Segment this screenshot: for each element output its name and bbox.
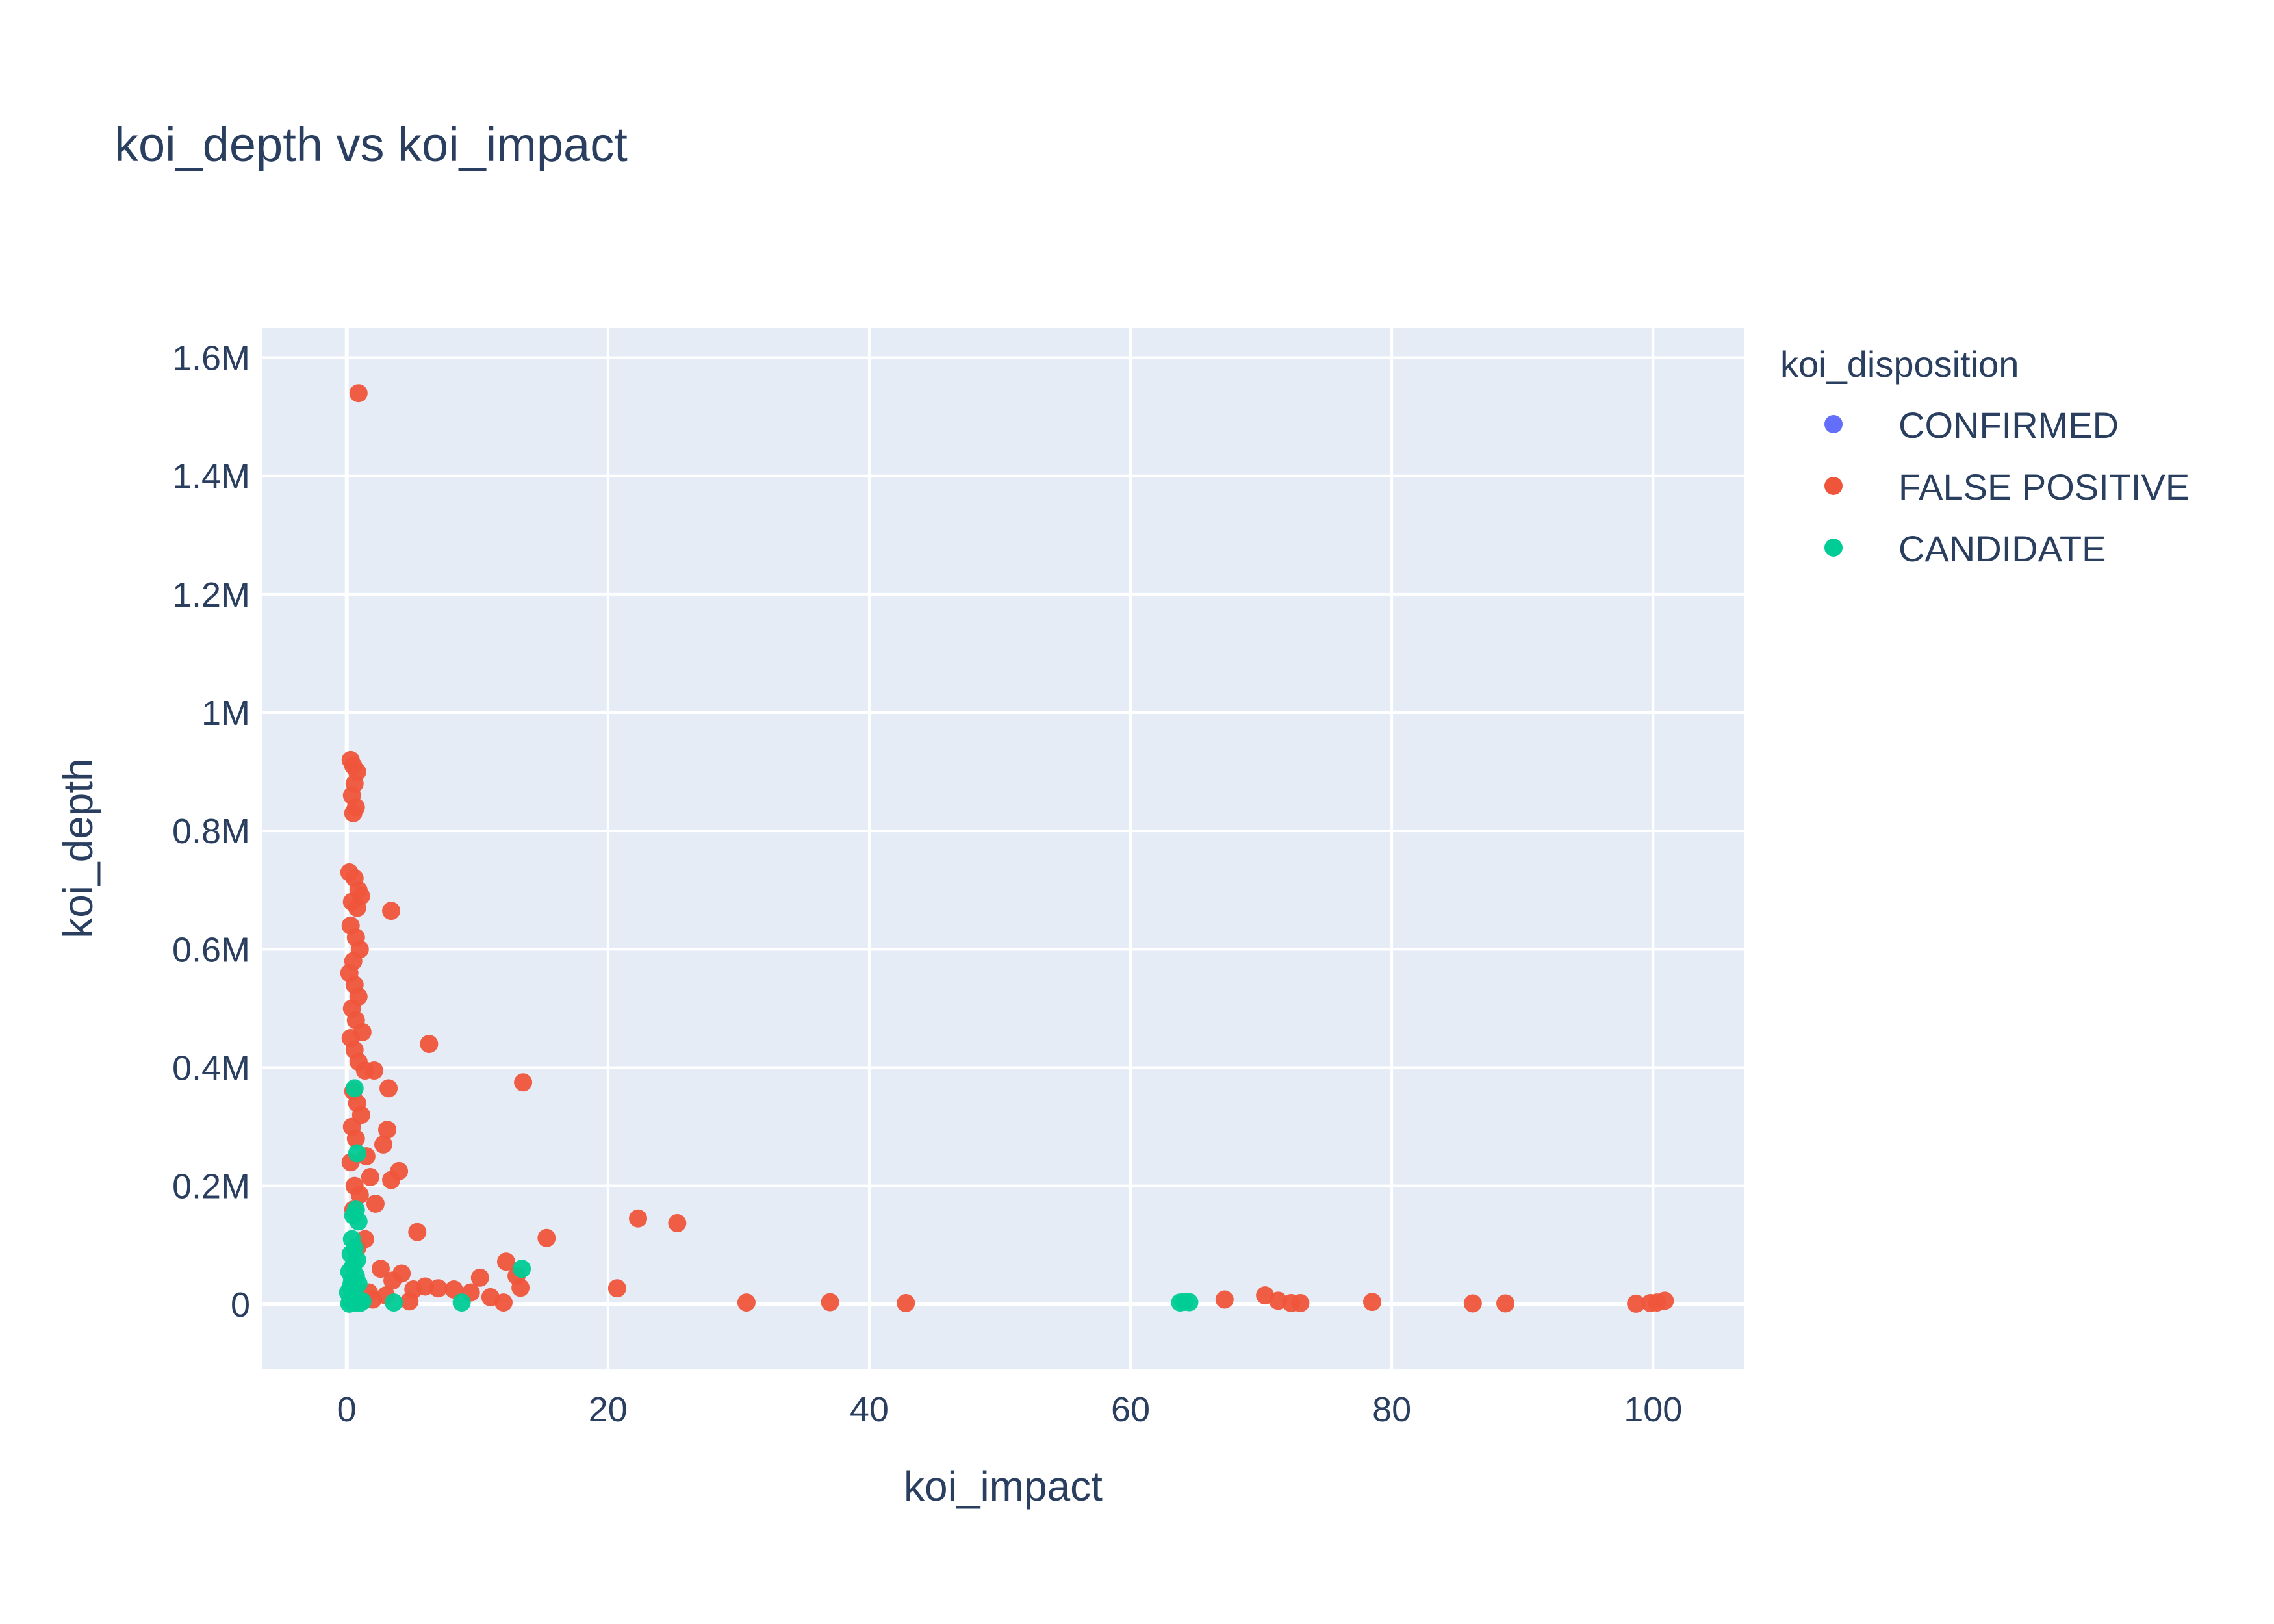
data-point [345, 1079, 364, 1098]
x-tick-label: 0 [337, 1390, 357, 1429]
y-tick-label: 1M [201, 694, 250, 733]
legend-item[interactable]: CONFIRMED [1824, 405, 2119, 446]
y-tick-label: 0.8M [172, 812, 250, 851]
data-point [1627, 1294, 1646, 1313]
data-point [470, 1268, 489, 1287]
data-point [349, 1212, 368, 1231]
y-tick-labels: 0 0.2M 0.4M 0.6M 0.8M 1M 1.2M 1.4M 1.6M [172, 339, 250, 1325]
plot-area [262, 328, 1744, 1369]
data-point [737, 1293, 756, 1312]
data-point [344, 804, 363, 822]
y-tick-label: 1.2M [172, 576, 250, 615]
y-tick-label: 0 [231, 1286, 250, 1325]
series-candidate [339, 1079, 1199, 1313]
data-point [668, 1214, 687, 1233]
legend-marker [1824, 477, 1843, 495]
y-tick-label: 0.4M [172, 1048, 250, 1087]
data-point [371, 1260, 390, 1278]
data-point [514, 1073, 533, 1092]
data-point [383, 1271, 402, 1290]
data-point [1180, 1293, 1199, 1312]
data-point [346, 1129, 365, 1148]
data-point [382, 902, 401, 920]
data-point [385, 1293, 403, 1312]
data-point [429, 1279, 448, 1298]
data-point [420, 1035, 439, 1054]
data-point [629, 1209, 648, 1228]
data-point [361, 1167, 379, 1186]
y-tick-label: 0.2M [172, 1167, 250, 1206]
legend: koi_disposition CONFIRMED FALSE POSITIVE C… [1780, 344, 2190, 569]
data-point [408, 1223, 427, 1241]
data-point [349, 384, 368, 403]
data-point [537, 1228, 556, 1247]
data-point [607, 1279, 626, 1298]
data-point [496, 1252, 515, 1271]
y-tick-label: 1.4M [172, 457, 250, 496]
y-axis-title: koi_depth [55, 758, 101, 939]
x-axis-title: koi_impact [904, 1463, 1103, 1510]
data-point [348, 1144, 366, 1163]
data-point [1362, 1293, 1381, 1312]
x-tick-labels: 0 20 40 60 80 100 [337, 1390, 1683, 1429]
x-tick-label: 80 [1372, 1390, 1411, 1429]
legend-item[interactable]: CANDIDATE [1824, 528, 2106, 569]
data-point [348, 898, 366, 917]
data-point [350, 1186, 369, 1204]
x-tick-label: 60 [1111, 1390, 1150, 1429]
legend-marker [1824, 415, 1843, 433]
data-point [379, 1079, 398, 1098]
x-tick-label: 100 [1624, 1390, 1682, 1429]
x-tick-label: 20 [589, 1390, 628, 1429]
data-point [1496, 1294, 1515, 1313]
data-point [513, 1260, 531, 1278]
legend-title: koi_disposition [1780, 344, 2019, 385]
data-point [364, 1061, 383, 1080]
chart-title: koi_depth vs koi_impact [114, 118, 628, 171]
data-point [897, 1293, 915, 1312]
y-tick-label: 1.6M [172, 339, 250, 378]
data-point [821, 1293, 839, 1312]
legend-marker [1824, 539, 1843, 557]
data-point [366, 1194, 385, 1213]
legend-label: CANDIDATE [1898, 528, 2106, 569]
legend-label: CONFIRMED [1898, 405, 2119, 446]
data-point [1655, 1291, 1674, 1310]
series-false-positive [340, 384, 1674, 1313]
data-point [1463, 1294, 1482, 1313]
x-tick-label: 40 [850, 1390, 889, 1429]
data-point [378, 1121, 397, 1139]
legend-item[interactable]: FALSE POSITIVE [1824, 466, 2190, 507]
data-point [1215, 1290, 1234, 1309]
data-point [353, 1292, 372, 1311]
y-tick-label: 0.6M [172, 930, 250, 969]
data-point [1291, 1293, 1310, 1312]
data-point [400, 1292, 419, 1311]
data-point [511, 1278, 530, 1297]
data-point [382, 1171, 401, 1189]
legend-label: FALSE POSITIVE [1898, 466, 2190, 507]
data-point [374, 1135, 392, 1154]
data-point [494, 1293, 513, 1312]
data-point [452, 1293, 471, 1312]
data-points [339, 384, 1674, 1313]
grid-lines [262, 328, 1744, 1369]
